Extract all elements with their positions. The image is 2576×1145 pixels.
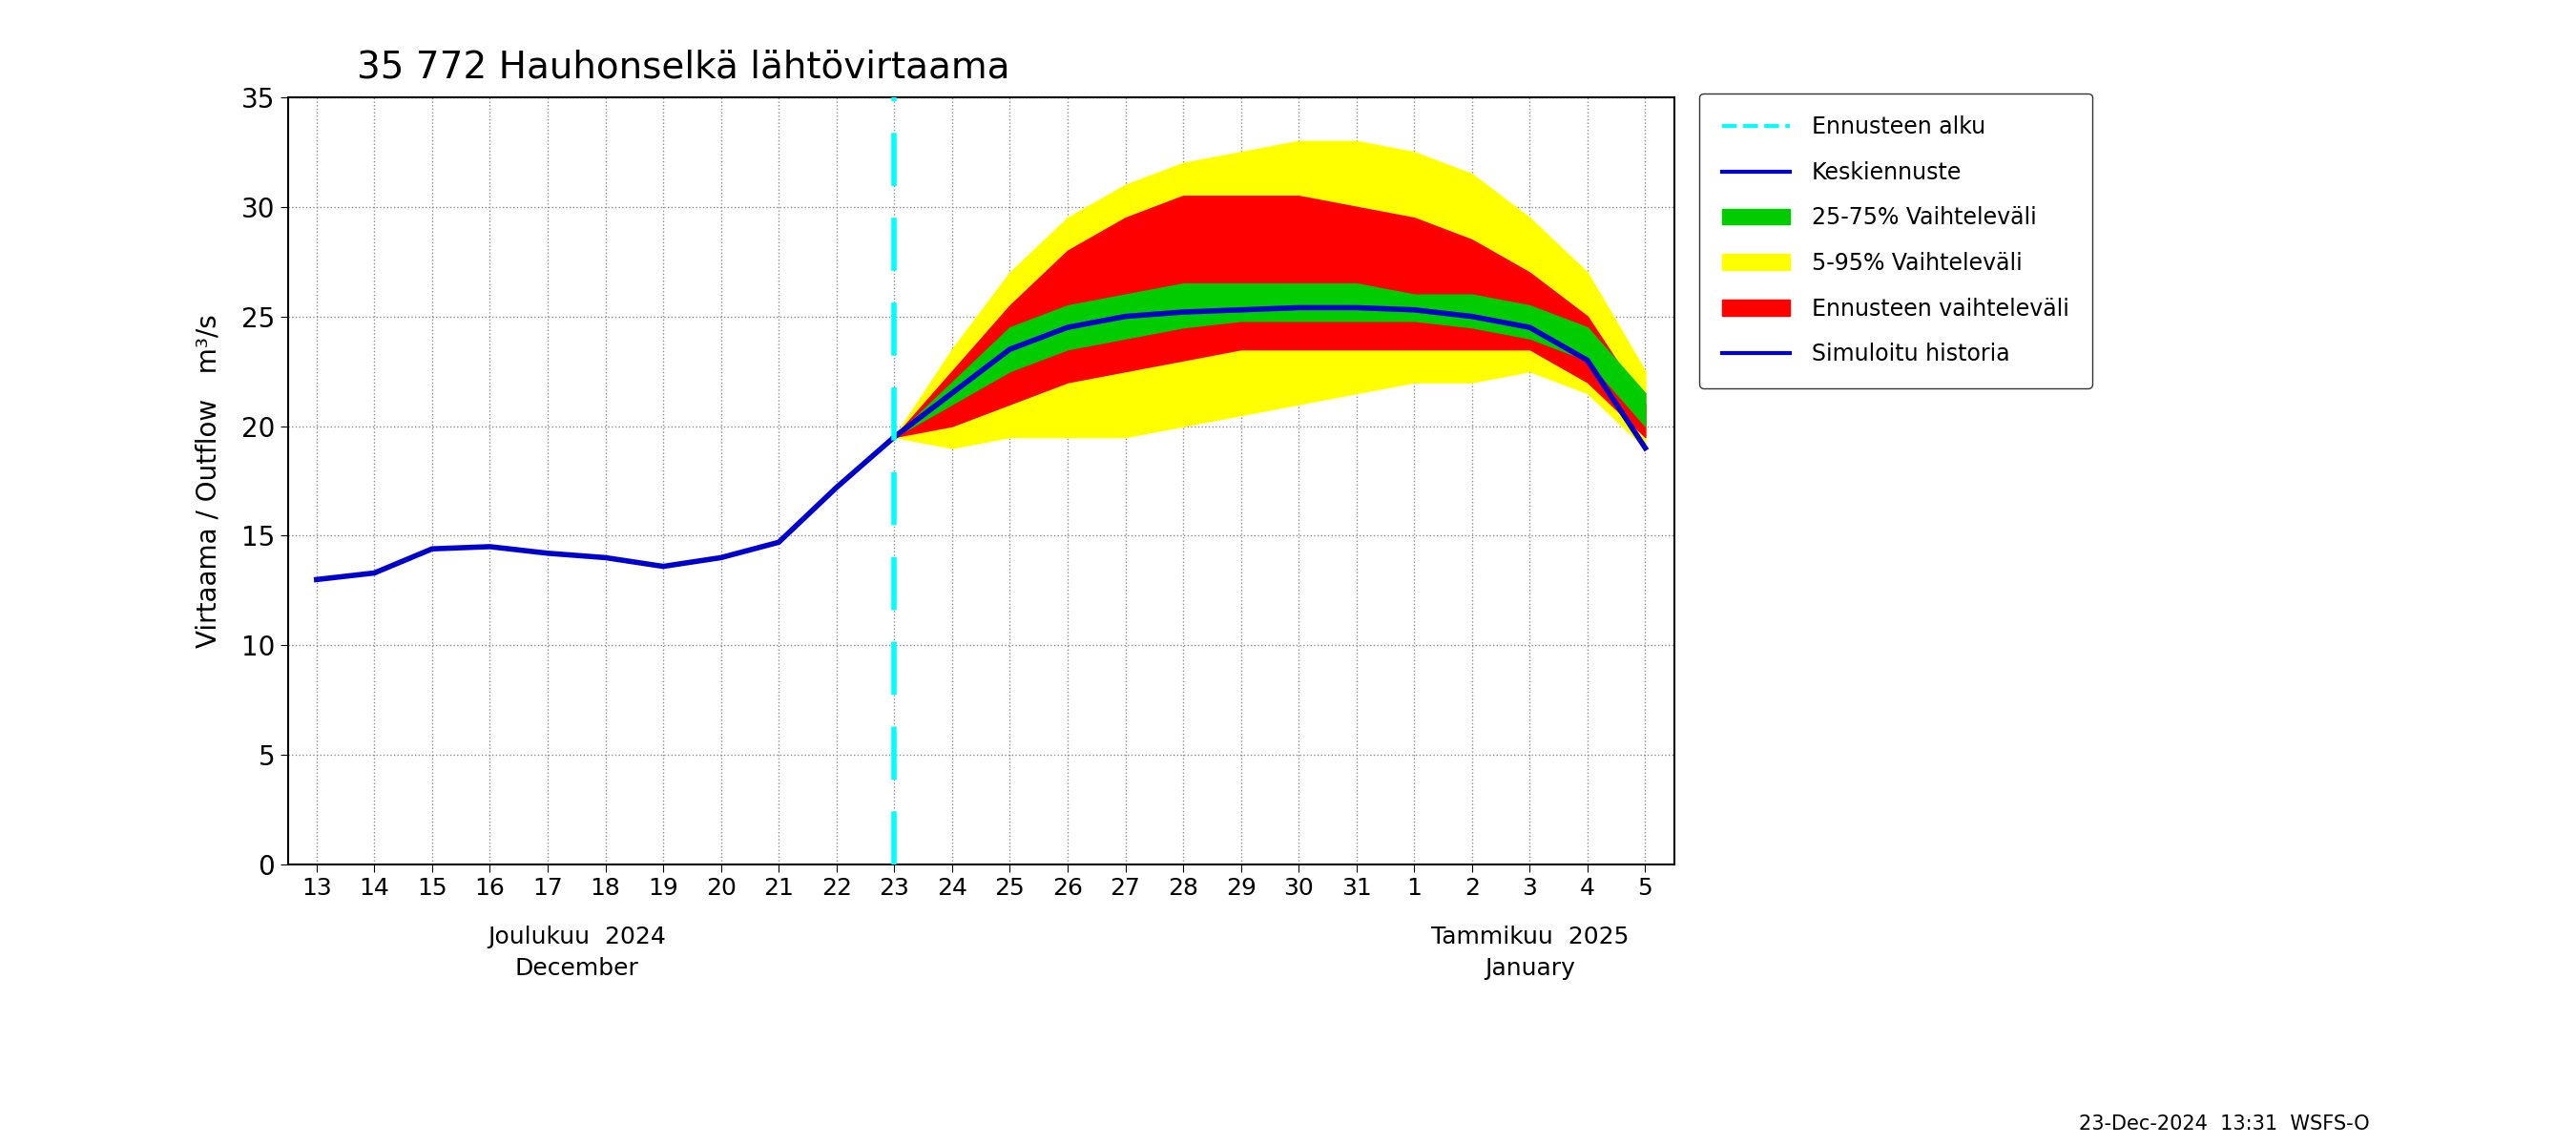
Text: Tammikuu  2025: Tammikuu 2025 <box>1430 926 1628 949</box>
Y-axis label: Virtaama / Outflow   m³/s: Virtaama / Outflow m³/s <box>196 314 222 648</box>
Text: Joulukuu  2024: Joulukuu 2024 <box>487 926 665 949</box>
Text: 35 772 Hauhonselkä lähtövirtaama: 35 772 Hauhonselkä lähtövirtaama <box>358 48 1010 85</box>
Text: January: January <box>1484 957 1574 980</box>
Text: 23-Dec-2024  13:31  WSFS-O: 23-Dec-2024 13:31 WSFS-O <box>2079 1114 2370 1134</box>
Text: December: December <box>515 957 639 980</box>
Legend: Ennusteen alku, Keskiennuste, 25-75% Vaihteleväli, 5-95% Vaihteleväli, Ennusteen: Ennusteen alku, Keskiennuste, 25-75% Vai… <box>1700 93 2092 388</box>
